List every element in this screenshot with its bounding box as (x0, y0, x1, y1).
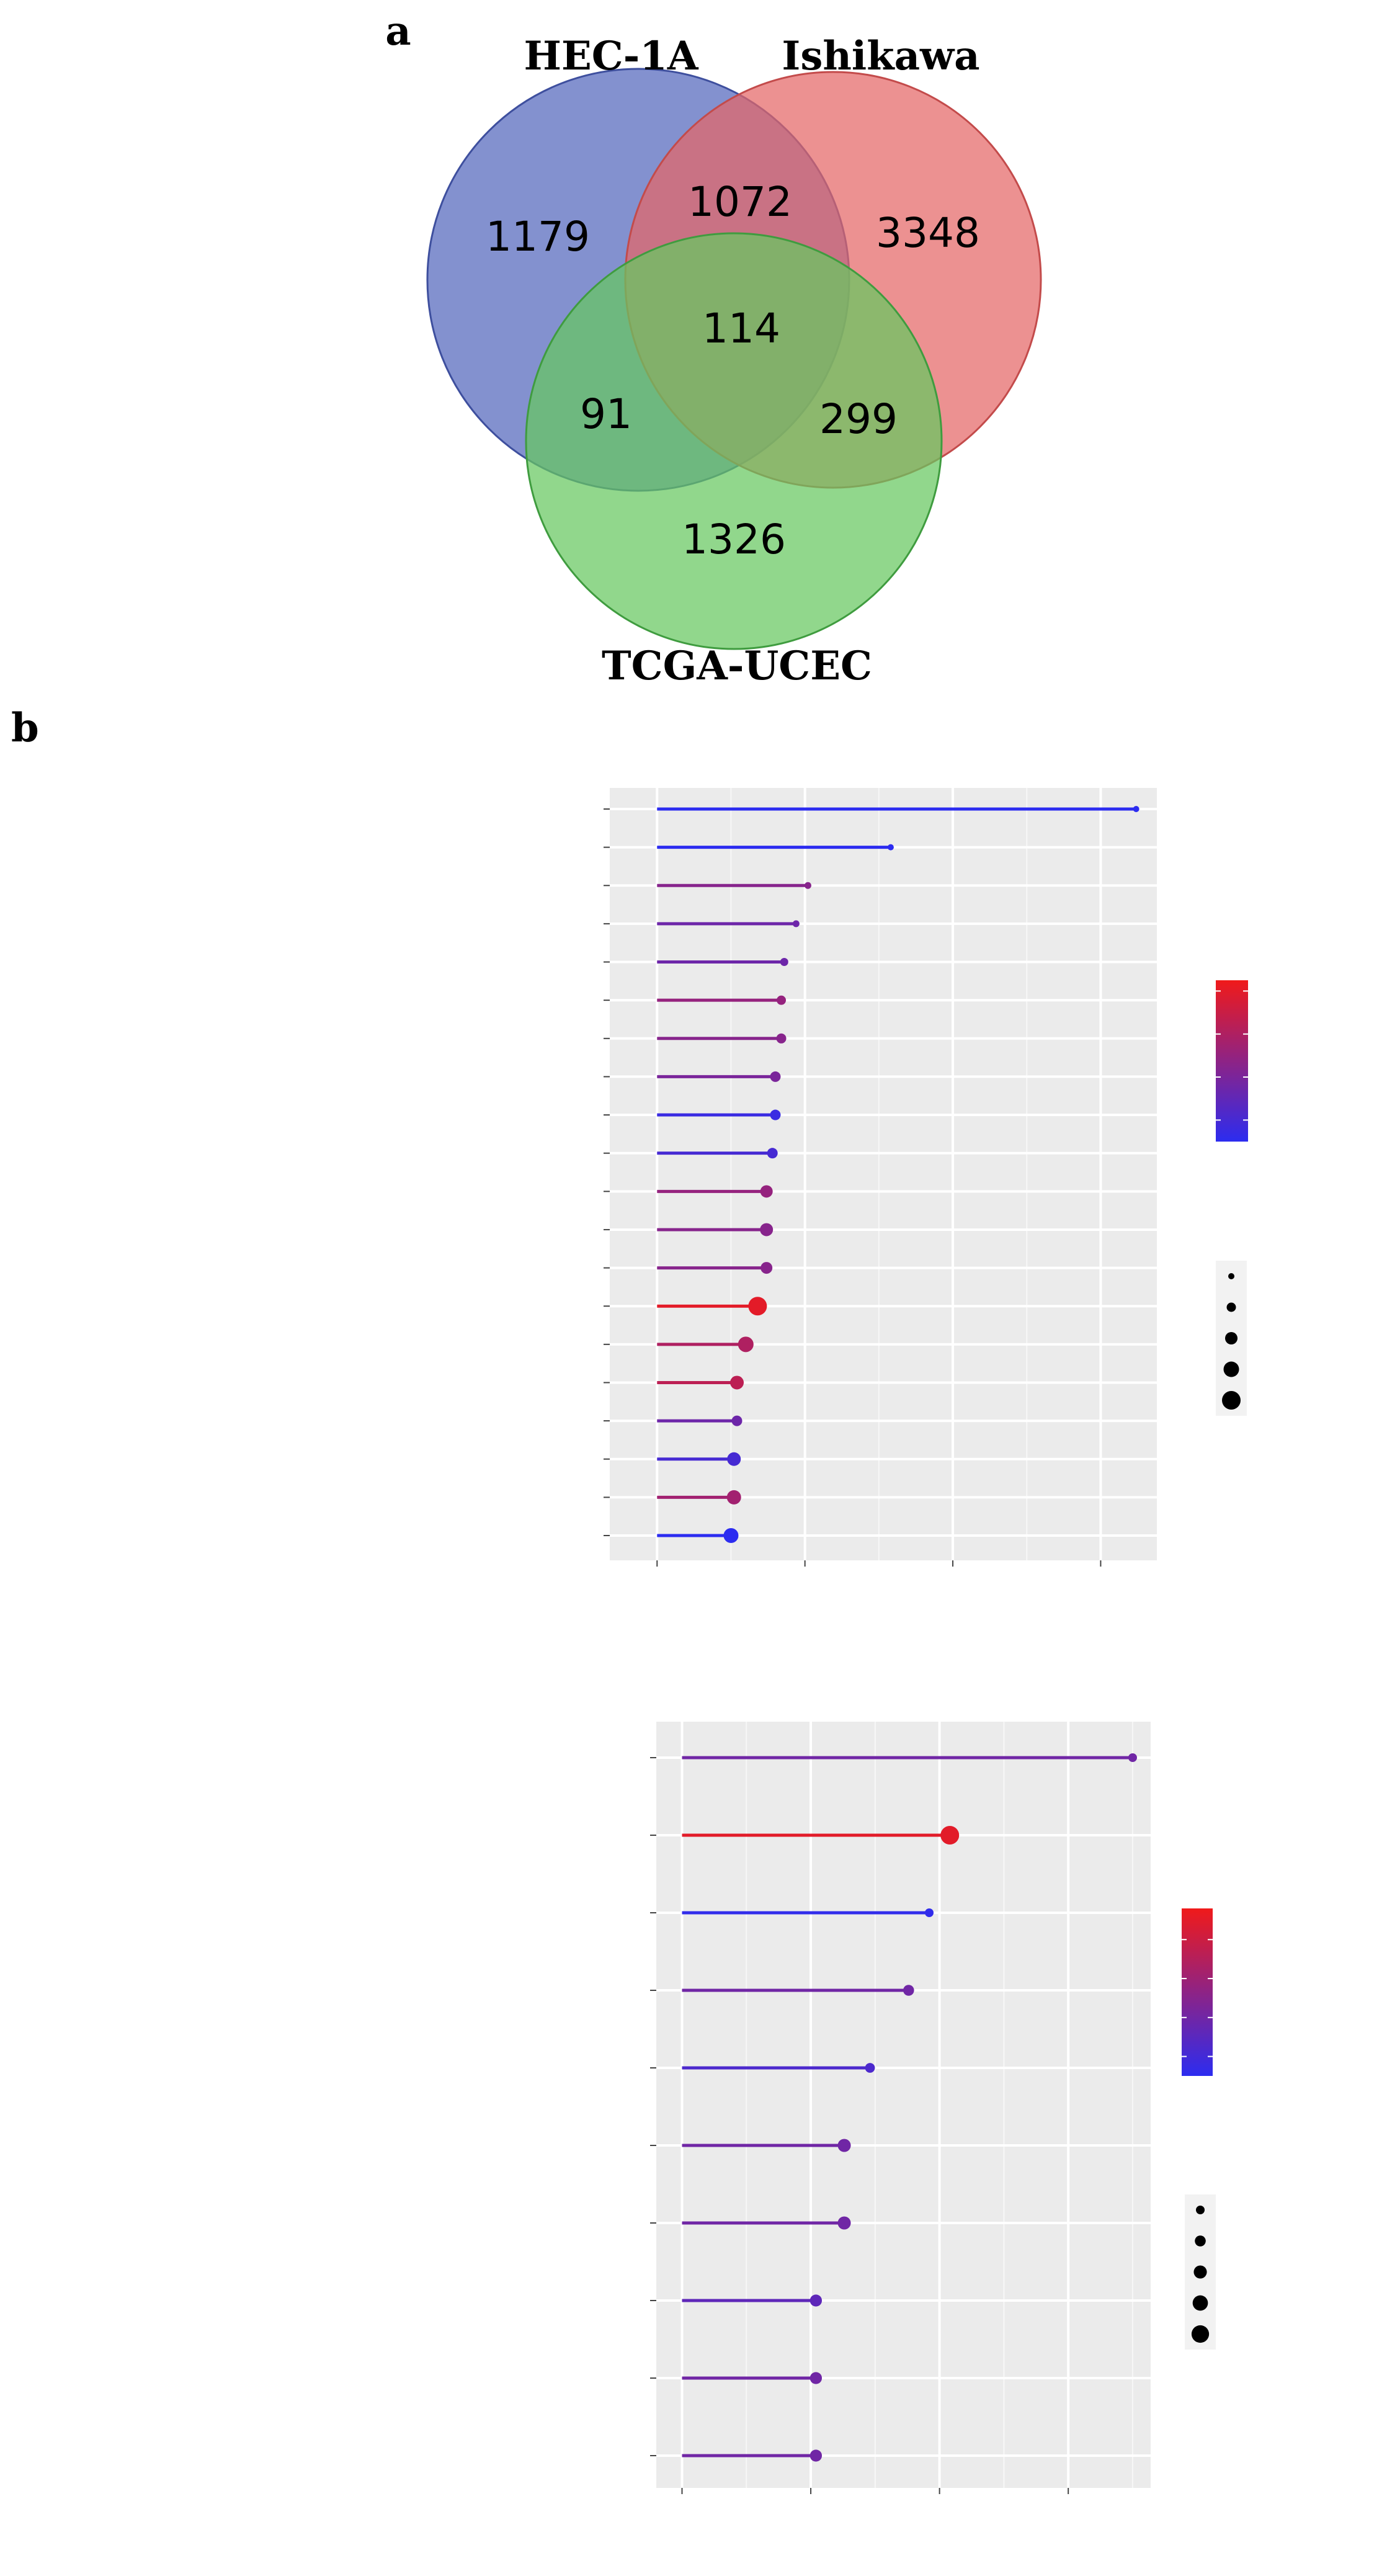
venn-circle-tcga-ucec (525, 232, 943, 650)
lollipop-point (940, 1826, 960, 1845)
lollipop-point (1133, 806, 1139, 812)
panel-label-a: a (385, 8, 411, 55)
lollipop-point (760, 1185, 773, 1198)
size-legend-point (1196, 2206, 1205, 2214)
color-legend-bar (1182, 1908, 1213, 2076)
lollipop-point (1128, 1753, 1137, 1762)
lollipop-point (776, 1033, 787, 1044)
lollipop-point (809, 2372, 823, 2384)
venn-count-ishikawa-tcga: 299 (819, 395, 898, 443)
venn-count-hec-only: 1179 (486, 213, 590, 261)
venn-count-ishikawa-only: 3348 (876, 209, 980, 257)
lollipop-point (770, 1109, 781, 1120)
lollipop-point (925, 1908, 934, 1917)
lollipop-point (903, 1985, 914, 1996)
size-legend-point (1191, 2325, 1210, 2343)
lollipop-point (723, 1528, 739, 1543)
lollipop-point (770, 1071, 781, 1082)
venn-set-label-tcga-ucec: TCGA-UCEC (602, 643, 872, 689)
size-legend-point (1226, 1302, 1236, 1312)
plot-background (610, 788, 1157, 1560)
size-legend-point (1195, 2235, 1206, 2247)
lollipop-point (837, 2139, 851, 2152)
lollipop-point (809, 2294, 823, 2307)
panel-label-b: b (11, 705, 39, 751)
lollipop-point (730, 1375, 744, 1390)
lollipop-point (809, 2449, 823, 2462)
size-legend-point (1192, 2295, 1208, 2311)
size-legend-point (1225, 1332, 1238, 1344)
lollipop-point (731, 1415, 743, 1426)
go-biological-process-chart (604, 788, 1248, 1567)
lollipop-point (837, 2216, 851, 2230)
venn-set-label-ishikawa: Ishikawa (782, 33, 979, 79)
lollipop-point (887, 844, 894, 851)
lollipop-point (780, 958, 788, 967)
lollipop-point (792, 920, 800, 928)
size-legend-point (1228, 1273, 1234, 1279)
venn-count-tcga-only: 1326 (682, 516, 786, 563)
color-legend-bar (1216, 980, 1248, 1142)
size-legend-point (1193, 2265, 1207, 2279)
venn-count-all-three: 114 (702, 305, 780, 352)
lollipop-point (748, 1297, 767, 1316)
lollipop-point (760, 1262, 773, 1274)
lollipop-point (767, 1148, 778, 1159)
size-legend-point (1223, 1361, 1239, 1377)
lollipop-point (727, 1452, 741, 1466)
venn-diagram: a HEC-1A Ishikawa TCGA-UCEC 1179 3348 13… (385, 8, 1042, 689)
lollipop-point (804, 882, 811, 889)
size-legend-point (1222, 1391, 1241, 1410)
hallmark-msigdb-chart (650, 1722, 1216, 2494)
lollipop-point (760, 1223, 774, 1237)
lollipop-point (738, 1336, 754, 1353)
lollipop-point (726, 1490, 741, 1505)
venn-set-label-hec1a: HEC-1A (524, 33, 699, 79)
venn-count-hec-tcga: 91 (580, 390, 632, 438)
venn-count-hec-ishikawa: 1072 (688, 178, 792, 226)
lollipop-point (865, 2063, 875, 2073)
lollipop-point (777, 995, 787, 1005)
